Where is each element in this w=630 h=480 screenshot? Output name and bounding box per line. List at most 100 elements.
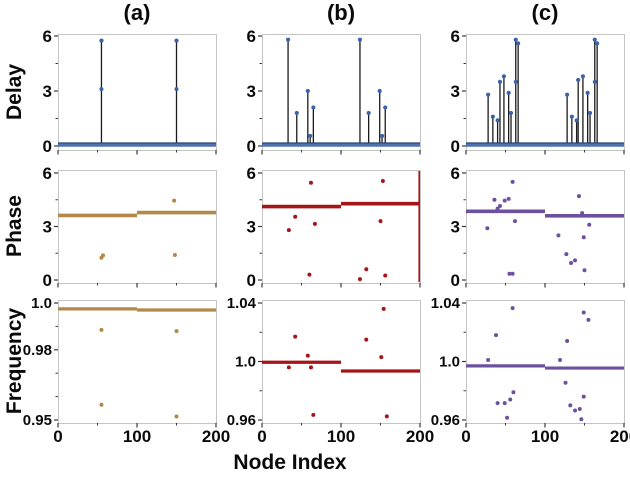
spike-peak-marker bbox=[569, 114, 574, 119]
y-tick-label: 0 bbox=[451, 137, 460, 156]
y-tick-label: 0 bbox=[43, 271, 52, 290]
spike-peak-marker bbox=[294, 110, 299, 116]
spike-peak-marker bbox=[513, 37, 518, 42]
outlier-dot bbox=[305, 353, 310, 358]
y-tick-label: 3 bbox=[451, 82, 460, 101]
panel-frequency-c: 0 100 200 0.96 1.0 1.04 bbox=[431, 295, 630, 446]
spike-peak-marker bbox=[311, 105, 316, 110]
panel-delay-b: 0 3 6 bbox=[247, 27, 421, 156]
y-tick-label: 0 bbox=[451, 271, 460, 290]
outlier-dot bbox=[381, 306, 386, 311]
y-tick-label: 0.96 bbox=[431, 412, 460, 429]
spike-peak-marker bbox=[576, 77, 581, 83]
spike-peak-marker bbox=[99, 38, 104, 43]
panel-delay-a: 0 3 6 bbox=[43, 27, 217, 156]
y-tick-label: 1.04 bbox=[431, 295, 461, 312]
outlier-dot bbox=[506, 196, 511, 201]
panel-phase-a: 0 3 6 bbox=[43, 164, 217, 290]
spike-peak-marker bbox=[574, 118, 579, 123]
outlier-dot bbox=[311, 412, 316, 417]
outlier-dot bbox=[485, 226, 490, 231]
spike-peak-marker bbox=[565, 92, 570, 97]
outlier-dot bbox=[308, 180, 313, 185]
outlier-dot bbox=[384, 414, 389, 419]
spike-mid-marker bbox=[174, 87, 179, 92]
outlier-dot bbox=[312, 221, 317, 226]
spike-peak-marker bbox=[308, 133, 313, 139]
outlier-dot bbox=[174, 414, 179, 419]
outlier-dot bbox=[172, 198, 177, 203]
outlier-dot bbox=[510, 306, 515, 311]
y-tick-label: 6 bbox=[247, 27, 256, 46]
panel-frame bbox=[466, 170, 625, 284]
spike-mid-marker bbox=[513, 79, 518, 84]
outlier-dot bbox=[486, 358, 491, 363]
outlier-dot bbox=[308, 365, 313, 370]
y-tick-label: 3 bbox=[43, 218, 52, 237]
y-tick-label: 6 bbox=[451, 27, 460, 46]
outlier-dot bbox=[502, 401, 507, 406]
x-tick-label: 0 bbox=[257, 427, 266, 446]
outlier-dot bbox=[364, 267, 369, 272]
outlier-dot bbox=[587, 222, 592, 227]
outlier-dot bbox=[576, 194, 581, 199]
y-tick-label: 6 bbox=[451, 164, 460, 183]
column-title-a: (a) bbox=[123, 0, 151, 25]
y-tick-label: 6 bbox=[43, 164, 52, 183]
outlier-dot bbox=[383, 273, 388, 278]
outlier-dot bbox=[99, 402, 104, 407]
outlier-dot bbox=[564, 252, 569, 257]
outlier-dot bbox=[505, 415, 510, 420]
outlier-dot bbox=[510, 179, 515, 184]
x-tick-label: 100 bbox=[531, 427, 559, 446]
y-tick-label: 3 bbox=[247, 82, 256, 101]
outlier-dot bbox=[172, 253, 177, 258]
spike-peak-marker bbox=[506, 90, 511, 95]
panel-frame bbox=[466, 34, 625, 151]
y-tick-label: 1.0 bbox=[235, 354, 256, 371]
spike-mid-marker bbox=[99, 87, 104, 92]
outlier-dot bbox=[579, 417, 584, 422]
outlier-dot bbox=[569, 261, 574, 266]
outlier-dot bbox=[556, 233, 561, 238]
spike-peak-marker bbox=[585, 90, 590, 95]
outlier-dot bbox=[510, 271, 515, 276]
outlier-dot bbox=[565, 339, 570, 344]
spike-peak-marker bbox=[174, 38, 179, 43]
spike-peak-marker bbox=[501, 74, 507, 79]
outlier-dot bbox=[581, 310, 586, 315]
outlier-dot bbox=[286, 365, 291, 370]
y-tick-label: 0.95 bbox=[23, 412, 52, 429]
outlier-dot bbox=[586, 317, 591, 322]
spike-peak-marker bbox=[366, 110, 371, 116]
outlier-dot bbox=[495, 206, 500, 211]
panel-frame bbox=[262, 170, 421, 284]
outlier-dot bbox=[507, 271, 512, 276]
outlier-dot bbox=[497, 203, 502, 208]
spike-peak-marker bbox=[516, 41, 521, 46]
outlier-dot bbox=[502, 198, 507, 203]
spike-peak-marker bbox=[497, 79, 503, 84]
outlier-dot bbox=[568, 403, 573, 408]
outlier-dot bbox=[508, 397, 513, 402]
outlier-dot bbox=[563, 380, 568, 385]
x-tick-label: 0 bbox=[461, 427, 470, 446]
x-tick-label: 100 bbox=[123, 427, 151, 446]
spike-peak-marker bbox=[595, 41, 600, 46]
y-tick-label: 6 bbox=[247, 164, 256, 183]
outlier-dot bbox=[512, 219, 517, 224]
y-tick-label: 0.98 bbox=[23, 342, 52, 359]
panel-frame bbox=[58, 34, 217, 151]
panel-frame bbox=[58, 300, 217, 424]
outlier-dot bbox=[573, 258, 578, 263]
outlier-dot bbox=[293, 334, 298, 339]
panel-frequency-a: 0 100 200 0.95 0.98 1.0 bbox=[23, 295, 230, 446]
outlier-dot bbox=[558, 358, 563, 363]
outlier-dot bbox=[495, 401, 500, 406]
outlier-dot bbox=[379, 355, 384, 360]
panel-phase-c: 0 3 6 bbox=[451, 164, 625, 290]
y-tick-label: 0 bbox=[247, 137, 256, 156]
outlier-dot bbox=[577, 407, 582, 412]
column-title-b: (b) bbox=[326, 0, 356, 25]
